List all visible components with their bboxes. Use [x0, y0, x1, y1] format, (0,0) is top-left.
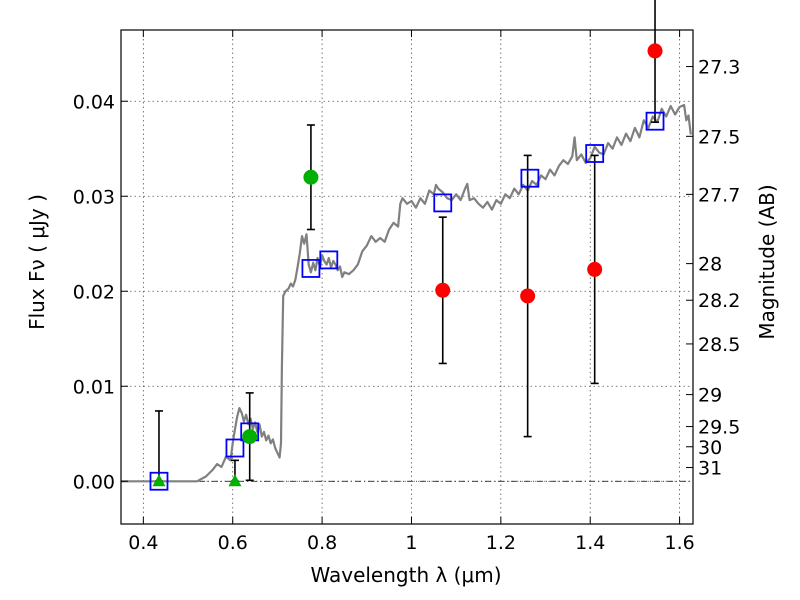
- spectrum-path: [121, 103, 692, 483]
- y-tick-label-3: 0.03: [73, 186, 115, 208]
- green-triangle-marker-1: [228, 474, 242, 487]
- magnitude-tick-label-7: 29.5: [698, 417, 740, 439]
- green-triangle-marker-0: [152, 474, 166, 487]
- model-square-7: [585, 144, 605, 163]
- upper-limit-errorbar-0: [154, 410, 163, 483]
- x-tick-label-1: 0.6: [218, 532, 248, 554]
- magnitude-tick-label-3: 28: [698, 254, 722, 276]
- y-axis-title: Flux Fν ( μJy ): [25, 194, 49, 330]
- x-tick-label-3: 1: [405, 532, 417, 554]
- model-square-4: [319, 250, 339, 270]
- green-circle-marker-1: [303, 169, 319, 185]
- red-circle-marker-2: [587, 261, 603, 277]
- red-circle-errorbar-3: [651, 0, 660, 123]
- y-tick-label-2: 0.02: [73, 281, 115, 303]
- model-square-0: [149, 471, 169, 491]
- model-square-8: [645, 111, 665, 131]
- error-bars: [154, 0, 660, 483]
- magnitude-tick-label-0: 27.3: [698, 57, 740, 79]
- axes-frame: [120, 29, 694, 525]
- magnitude-tick-label-2: 27.7: [698, 184, 740, 206]
- magnitude-tick-label-6: 29: [698, 385, 722, 407]
- magnitude-tick-label-8: 30: [698, 437, 722, 459]
- grid-lines: [121, 30, 693, 524]
- magnitude-tick-label-4: 28.2: [698, 290, 740, 312]
- x-axis-title: Wavelength λ (μm): [310, 563, 501, 587]
- y-tick-label-1: 0.01: [73, 376, 115, 398]
- red-circle-marker-1: [520, 288, 536, 304]
- red-circle-marker-0: [435, 282, 451, 298]
- x-tick-label-6: 1.6: [664, 532, 694, 554]
- magnitude-axis-title: Magnitude (AB): [755, 184, 779, 339]
- model-square-5: [433, 193, 453, 213]
- model-spectrum-line: [121, 103, 692, 483]
- magnitude-tick-label-5: 28.5: [698, 334, 740, 356]
- data-markers: [149, 43, 665, 491]
- x-axis-ticks: 0.4 0.6 0.8 1 1.2 1.4 1.6: [128, 30, 695, 554]
- red-circle-marker-3: [647, 43, 663, 59]
- x-tick-label-0: 0.4: [128, 532, 158, 554]
- y-tick-label-0: 0.00: [73, 471, 115, 493]
- y-tick-label-4: 0.04: [73, 91, 115, 113]
- plot-frame: [120, 29, 694, 525]
- model-square-6: [520, 168, 540, 188]
- x-tick-label-4: 1.2: [486, 532, 516, 554]
- magnitude-tick-label-1: 27.5: [698, 126, 740, 148]
- x-tick-label-2: 0.8: [307, 532, 337, 554]
- green-circle-marker-0: [242, 429, 258, 445]
- x-tick-label-5: 1.4: [575, 532, 605, 554]
- y-axis-ticks: 0.00 0.01 0.02 0.03 0.04: [73, 91, 128, 493]
- model-square-1: [225, 438, 245, 458]
- magnitude-tick-label-9: 31: [698, 458, 722, 480]
